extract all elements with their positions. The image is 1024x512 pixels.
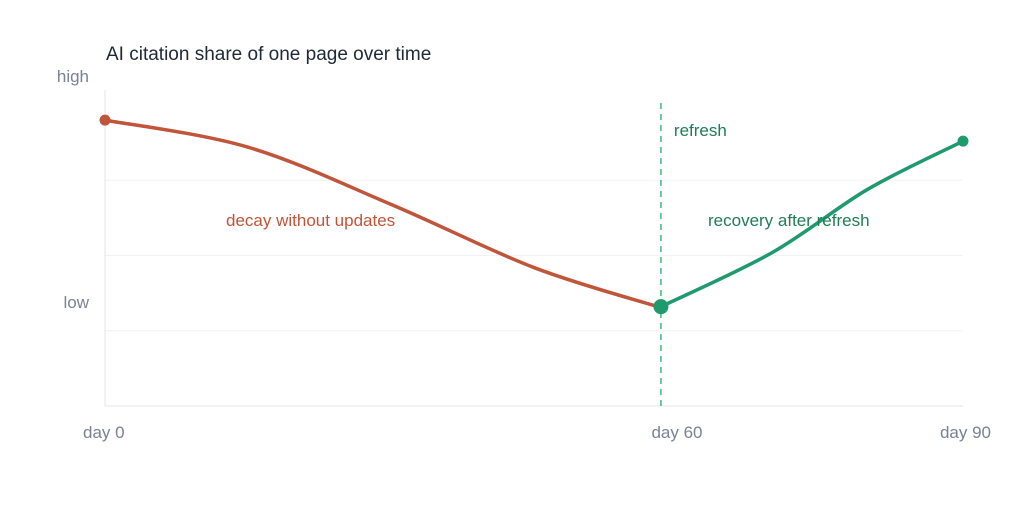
x-tick-day-0: day 0 [83,423,125,442]
x-tick-day-90: day 90 [940,423,991,442]
x-tick-day-60: day 60 [651,423,702,442]
decay-annotation: decay without updates [226,211,395,230]
recovery-after-refresh-line [659,139,965,309]
refresh-label: refresh [674,121,727,140]
decay-without-updates-line [103,118,660,309]
series-group [99,114,969,315]
grid-lines [105,179,963,332]
refresh-marker: refresh [660,103,727,406]
y-tick-high: high [57,67,89,86]
y-tick-labels: high low [57,67,90,312]
end-point [957,135,969,147]
chart-title: AI citation share of one page over time [106,44,431,65]
start-point [99,114,111,126]
recovery-annotation: recovery after refresh [708,211,870,230]
x-tick-labels: day 0 day 60 day 90 [83,423,991,442]
y-tick-low: low [63,293,89,312]
annotations: decay without updates recovery after refr… [226,211,870,230]
refresh-point [653,299,669,315]
